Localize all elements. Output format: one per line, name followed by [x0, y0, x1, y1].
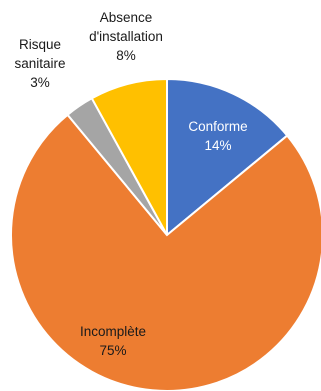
pie-label-incompl-te: Incomplète 75%: [80, 324, 146, 358]
pie-label-absence-d-installation: Absence d'installation 8%: [89, 10, 163, 63]
pie-labels: Conforme 14% Incomplète 75% Risque sanitaire 3…: [14, 10, 247, 358]
pie-slice-absence-d-installation: [90, 77, 168, 236]
pie-label-name-part: d'installation: [89, 29, 163, 44]
pie-label-value: 8%: [116, 48, 136, 63]
pie-slice-conforme: [166, 77, 289, 238]
pie-slices: [10, 77, 321, 391]
pie-label-risque-sanitaire: Risque sanitaire 3%: [14, 37, 65, 90]
pie-label-value: 75%: [99, 343, 126, 358]
pie-label-value: 14%: [204, 138, 231, 153]
pie-label-name-part: sanitaire: [14, 56, 65, 71]
pie-label-name: Conforme: [188, 119, 247, 134]
pie-label-name: Incomplète: [80, 324, 146, 339]
pie-label-value: 3%: [30, 75, 50, 90]
pie-label-conforme: Conforme 14%: [188, 119, 247, 153]
pie-slice-incompl-te: [10, 113, 321, 391]
pie-label-name-part: Absence: [100, 10, 153, 25]
pie-label-name-part: Risque: [19, 37, 61, 52]
